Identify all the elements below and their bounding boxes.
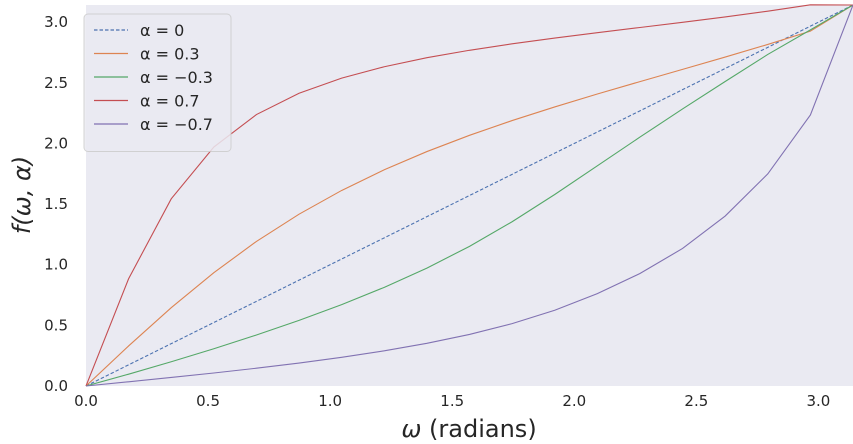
- x-axis-label: ω (radians): [401, 415, 536, 443]
- legend-label: α = −0.3: [140, 68, 213, 87]
- x-axis-label-symbol: ω: [401, 415, 421, 443]
- y-tick-label: 2.0: [44, 134, 68, 152]
- x-axis-label-unit: (radians): [421, 415, 536, 443]
- x-tick-label: 1.5: [440, 392, 464, 410]
- x-tick-label: 3.0: [807, 392, 831, 410]
- legend-label: α = 0.3: [140, 45, 200, 64]
- legend-box: [83, 13, 232, 152]
- legend-label: α = 0.7: [140, 92, 200, 111]
- legend: α = 0 α = 0.3 α = −0.3 α = 0.7 α = −0.7: [83, 13, 232, 152]
- y-tick-label: 3.0: [44, 13, 68, 31]
- series-line: [85, 4, 853, 387]
- series-line: [85, 4, 853, 387]
- x-tick-label: 2.0: [562, 392, 586, 410]
- x-tick-label: 0.0: [74, 392, 98, 410]
- y-tick-label: 0.0: [44, 377, 68, 395]
- series-line: [85, 4, 853, 387]
- y-axis-label: f(ω, α): [8, 156, 36, 234]
- x-tick-label: 2.5: [684, 392, 708, 410]
- y-tick-label: 0.5: [44, 316, 68, 334]
- x-tick-label: 1.0: [318, 392, 342, 410]
- y-tick-label: 1.5: [44, 195, 68, 213]
- y-tick-label: 1.0: [44, 256, 68, 274]
- legend-label: α = −0.7: [140, 115, 213, 134]
- x-tick-label: 0.5: [196, 392, 220, 410]
- axis-ticks: 0.0 0.5 1.0 1.5 2.0 2.5 3.0 0.0 0.5 1.0 1.5 2.0 2.5 3…: [44, 13, 830, 410]
- legend-label: α = 0: [140, 21, 184, 40]
- y-tick-label: 2.5: [44, 74, 68, 92]
